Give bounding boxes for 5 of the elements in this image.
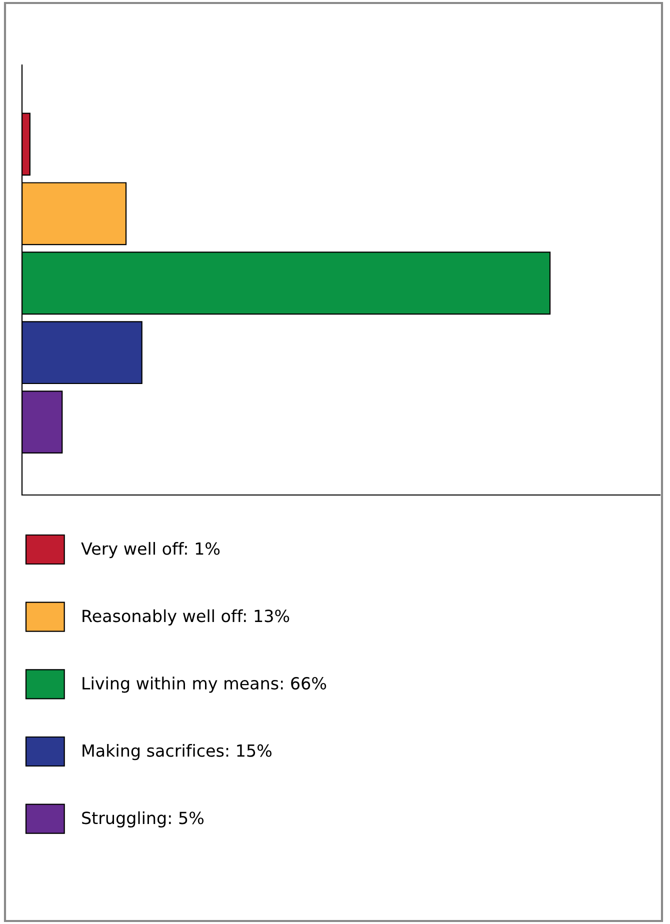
legend-label: Reasonably well off: 13%	[82, 609, 290, 626]
legend-label: Living within my means: 66%	[82, 676, 326, 693]
legend-label: Struggling: 5%	[82, 811, 204, 828]
legend-label: Very well off: 1%	[81, 542, 220, 558]
legend-label: Making sacrifices: 15%	[82, 744, 272, 760]
